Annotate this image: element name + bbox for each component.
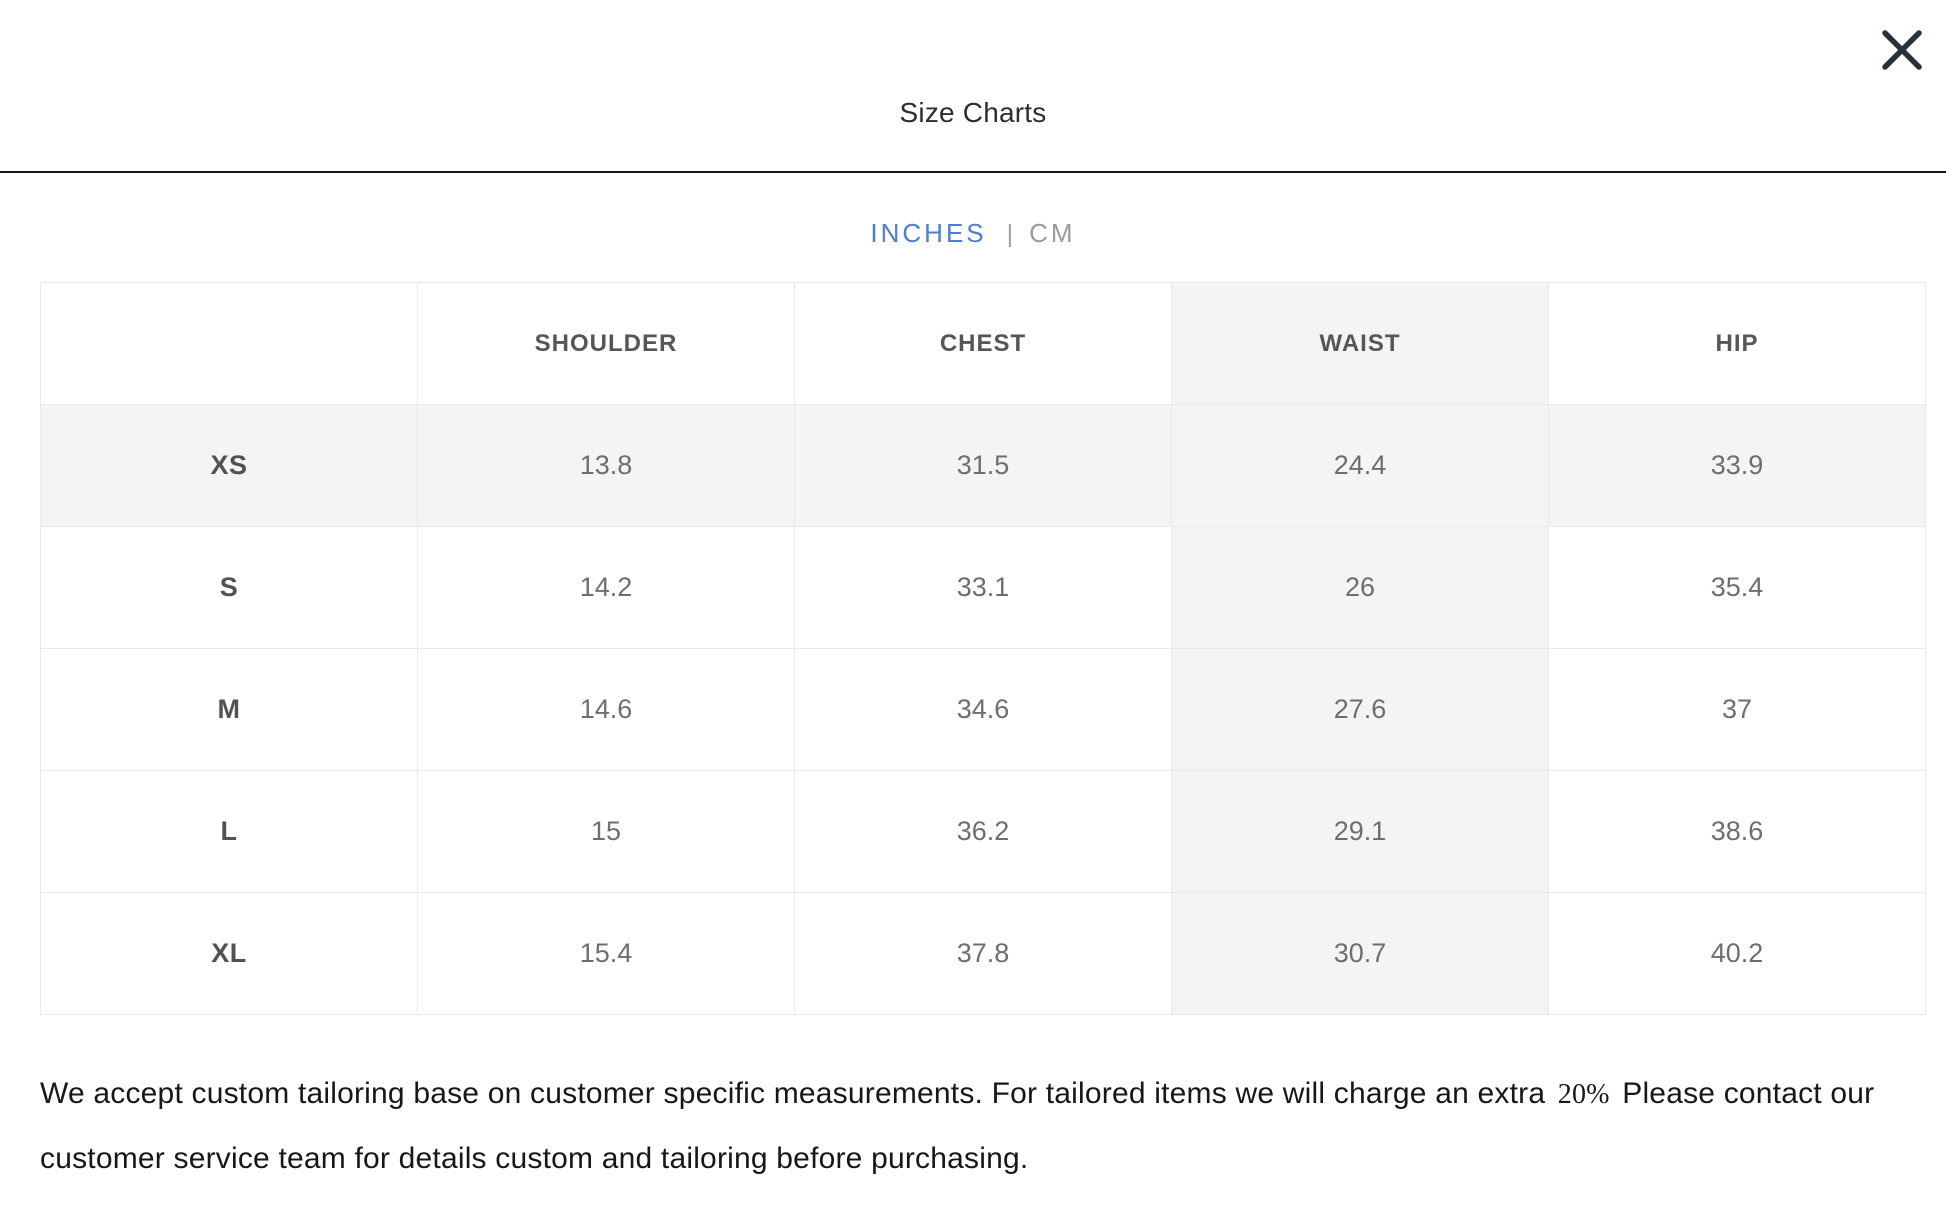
column-header-shoulder: SHOULDER: [417, 282, 795, 405]
footer-percentage: 20%: [1557, 1079, 1610, 1110]
footer-text-after: Please contact our customer service team…: [40, 1077, 1875, 1175]
size-label-cell: S: [40, 526, 418, 649]
measurement-cell: 36.2: [794, 770, 1172, 893]
measurement-cell: 33.1: [794, 526, 1172, 649]
footer-text-before: We accept custom tailoring base on custo…: [40, 1077, 1546, 1110]
measurement-cell: 13.8: [417, 404, 795, 527]
measurement-cell: 15.4: [417, 892, 795, 1015]
column-header-chest: CHEST: [794, 282, 1172, 405]
table-row: L 15 36.2 29.1 38.6: [40, 770, 1926, 893]
table-row: M 14.6 34.6 27.6 37: [40, 648, 1926, 771]
measurement-cell: 27.6: [1171, 648, 1549, 771]
footer-note: We accept custom tailoring base on custo…: [40, 1062, 1906, 1191]
modal-title: Size Charts: [899, 97, 1047, 128]
measurement-cell: 37: [1548, 648, 1926, 771]
measurement-cell: 38.6: [1548, 770, 1926, 893]
measurement-cell: 15: [417, 770, 795, 893]
column-header-empty: [40, 282, 418, 405]
size-table-head: SHOULDER CHEST WAIST HIP: [40, 282, 1926, 405]
measurement-cell: 30.7: [1171, 892, 1549, 1015]
measurement-cell: 24.4: [1171, 404, 1549, 527]
close-button[interactable]: [1874, 22, 1930, 78]
modal-header: Size Charts: [0, 0, 1946, 173]
size-table: SHOULDER CHEST WAIST HIP XS 13.8 31.5 24.4 33.9…: [40, 282, 1926, 1015]
size-label-cell: XL: [40, 892, 418, 1015]
size-label-cell: XS: [40, 404, 418, 527]
measurement-cell: 14.2: [417, 526, 795, 649]
size-label-cell: L: [40, 770, 418, 893]
column-header-hip: HIP: [1548, 282, 1926, 405]
unit-option-cm[interactable]: CM: [1029, 218, 1076, 248]
table-row: S 14.2 33.1 26 35.4: [40, 526, 1926, 649]
size-table-body: XS 13.8 31.5 24.4 33.9 S 14.2 33.1 26 35.4 M 14.6 34…: [40, 404, 1926, 1015]
measurement-cell: 33.9: [1548, 404, 1926, 527]
measurement-cell: 29.1: [1171, 770, 1549, 893]
close-icon: [1879, 27, 1925, 73]
measurement-cell: 26: [1171, 526, 1549, 649]
unit-option-inches[interactable]: INCHES: [870, 218, 987, 248]
column-header-waist: WAIST: [1171, 282, 1549, 405]
measurement-cell: 37.8: [794, 892, 1172, 1015]
size-label-cell: M: [40, 648, 418, 771]
table-row: XL 15.4 37.8 30.7 40.2: [40, 892, 1926, 1015]
header-row: SHOULDER CHEST WAIST HIP: [40, 282, 1926, 405]
measurement-cell: 35.4: [1548, 526, 1926, 649]
table-row: XS 13.8 31.5 24.4 33.9: [40, 404, 1926, 527]
unit-toggle: INCHES | CM: [0, 218, 1946, 249]
unit-separator: |: [1006, 220, 1014, 248]
measurement-cell: 31.5: [794, 404, 1172, 527]
measurement-cell: 40.2: [1548, 892, 1926, 1015]
measurement-cell: 34.6: [794, 648, 1172, 771]
measurement-cell: 14.6: [417, 648, 795, 771]
